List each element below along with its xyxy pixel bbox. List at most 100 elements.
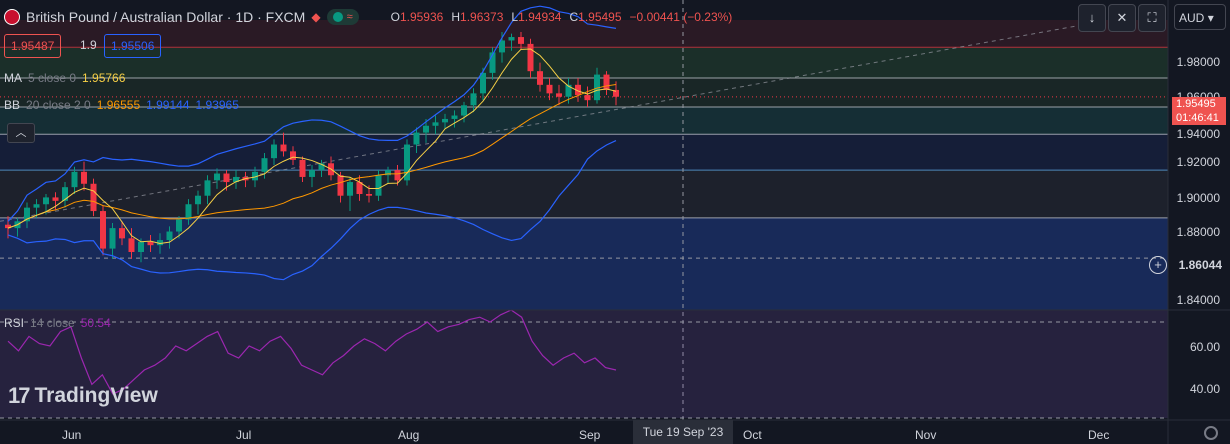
crosshair-price-label: 1.86044	[1172, 255, 1226, 275]
candle-body	[5, 224, 11, 229]
candle-body	[489, 52, 496, 73]
candle-body	[603, 74, 610, 90]
last-price-tag: 1.95495 01:46:41	[1172, 97, 1226, 125]
candle-body	[337, 175, 344, 196]
time-tick: Sep	[579, 428, 601, 442]
candle-body	[556, 93, 562, 97]
candle-body	[413, 132, 420, 145]
sell-button[interactable]: 1.95487	[4, 34, 62, 58]
candle-body	[90, 183, 97, 212]
bb-lower-line	[7, 140, 617, 281]
chevron-down-icon: ▾	[1207, 11, 1214, 25]
open-value: 1.95936	[399, 10, 444, 24]
bb-legend[interactable]: BB 20 close 2 0 1.96555 1.99144 1.93965	[4, 98, 239, 112]
candle-body	[613, 89, 619, 97]
time-tick: Oct	[743, 428, 762, 442]
candle-body	[138, 241, 144, 252]
bb-upper-line	[7, 5, 617, 222]
time-tick: Dec	[1088, 428, 1110, 442]
candle-body	[480, 72, 486, 94]
price-zone	[0, 107, 1168, 135]
candle-body	[252, 171, 258, 181]
candle-body	[33, 204, 40, 208]
tv-logo-icon: 17	[8, 383, 31, 408]
time-tick: Jul	[236, 428, 252, 442]
candle-body	[185, 204, 192, 220]
candle-body	[157, 240, 163, 246]
ohlc-readout: O1.95936 H1.96373 L1.94934 C1.95495 −0.0…	[390, 10, 733, 24]
price-zone	[0, 20, 1168, 48]
rsi-tick: 60.00	[1189, 340, 1220, 354]
ma-legend[interactable]: MA 5 close 0 1.95766	[4, 71, 126, 85]
gear-icon[interactable]	[1204, 426, 1218, 440]
tradingview-logo: 17 TradingView	[8, 383, 158, 408]
gbp-flag-icon	[4, 9, 20, 25]
candle-body	[299, 159, 306, 177]
rsi-value: 50.54	[80, 316, 111, 330]
candle-body	[214, 173, 220, 181]
price-tick: 1.88000	[1176, 225, 1220, 239]
bb-basis-value: 1.96555	[96, 98, 141, 112]
candle-body	[461, 105, 467, 116]
candle-body	[261, 158, 268, 172]
candle-body	[508, 37, 515, 41]
ma-value: 1.95766	[82, 71, 126, 85]
rsi-pane-background	[0, 310, 1168, 418]
high-value: 1.96373	[460, 10, 504, 24]
eye-dot-icon	[332, 12, 343, 22]
candle-body	[546, 84, 553, 94]
candle-body	[280, 144, 287, 152]
candle-body	[356, 182, 363, 194]
candle-body	[423, 125, 429, 133]
ma-line	[7, 48, 617, 244]
price-tick: 1.84000	[1176, 293, 1220, 307]
fullscreen-icon[interactable]: ⛶	[1138, 4, 1166, 32]
crosshair-date-label: Tue 19 Sep '23	[633, 420, 733, 444]
collapse-icon[interactable]: ✕	[1108, 4, 1136, 32]
candle-body	[394, 170, 401, 181]
visibility-toggle[interactable]: ≈	[326, 9, 359, 25]
candle-body	[204, 180, 211, 196]
candle-body	[62, 187, 68, 201]
symbol-title[interactable]: British Pound / Australian Dollar · 1D ·…	[26, 9, 306, 25]
change-value: −0.00441 (−0.23%)	[629, 10, 733, 24]
price-tick: 1.90000	[1176, 191, 1220, 205]
candle-body	[575, 84, 581, 96]
trend-line	[0, 21, 1101, 222]
currency-selector[interactable]: AUD ▾	[1174, 4, 1226, 30]
buy-button[interactable]: 1.95506	[104, 34, 162, 58]
candle-body	[233, 176, 239, 183]
price-tick: 1.94000	[1176, 127, 1220, 141]
collapse-legend-button[interactable]: ︿	[7, 123, 35, 143]
add-plus-icon[interactable]: +	[1149, 256, 1167, 274]
candle-body	[119, 228, 125, 239]
candle-body	[594, 74, 600, 101]
price-zone	[0, 217, 1168, 310]
wave-icon: ≈	[346, 11, 353, 23]
bb-lower-value: 1.93965	[195, 98, 239, 112]
low-value: 1.94934	[518, 10, 562, 24]
candle-body	[565, 84, 572, 97]
candle-body	[271, 144, 277, 159]
candle-body	[309, 170, 315, 177]
rsi-legend[interactable]: RSI 14 close 50.54	[4, 316, 111, 330]
arrow-down-icon[interactable]: ↓	[1078, 4, 1106, 32]
candle-body	[223, 173, 230, 183]
bar-countdown: 01:46:41	[1176, 112, 1219, 124]
candle-body	[584, 95, 591, 101]
candle-body	[52, 197, 59, 201]
candle-body	[537, 71, 543, 85]
candle-body	[385, 170, 391, 176]
candle-body	[404, 144, 410, 181]
candle-body	[470, 93, 477, 106]
candle-body	[527, 43, 534, 72]
close-value: 1.95495	[578, 10, 622, 24]
price-zone	[0, 170, 1168, 218]
candle-body	[432, 122, 439, 126]
candle-body	[451, 115, 458, 119]
spread-value: 1.9	[80, 38, 97, 52]
candle-body	[518, 37, 524, 44]
candle-body	[166, 231, 173, 241]
rsi-line	[7, 309, 617, 395]
